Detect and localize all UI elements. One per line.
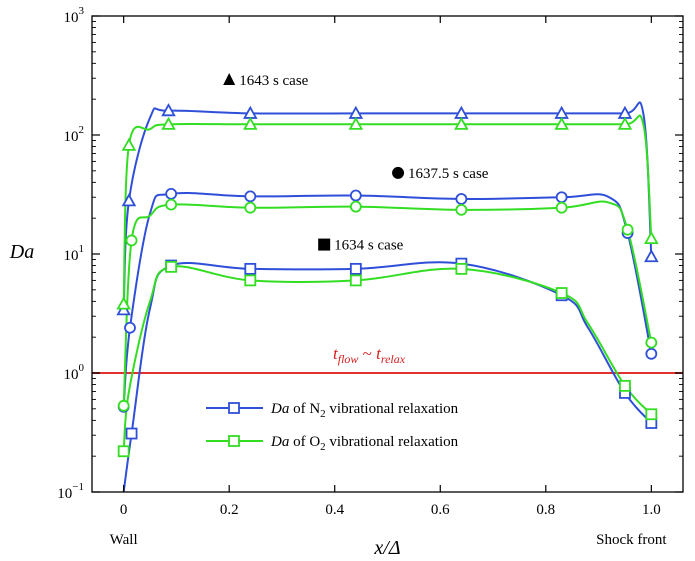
y-tick-base: 10 [64,129,79,145]
legend-marker [228,435,240,447]
ref-label-t1: t [333,344,339,363]
data-point-o2-1643 [554,116,569,130]
ref-label-sub1: flow [338,352,359,366]
legend-subscript: 2 [320,441,326,453]
legend-da: Da [270,401,289,417]
annotation-circle-icon [392,166,405,179]
y-tick-base: 10 [64,248,79,264]
x-tick-label: 0.2 [220,502,239,518]
legend-label: Da of O2 vibrational relaxation [270,434,459,453]
marker-layer [116,103,659,458]
data-point-n2-1637-5 [165,187,178,200]
data-point-o2-1643 [617,116,633,130]
data-point-o2-1637-5 [621,223,634,236]
data-point-o2-1643 [348,116,364,130]
y-tick-exponent: −1 [72,481,84,493]
legend-species: of N [289,401,320,417]
data-point-o2-1634 [165,260,178,273]
data-point-o2-1643 [116,296,131,310]
y-tick-label: 101 [64,243,85,264]
data-point-o2-1634 [244,274,257,287]
annotation-label: 1643 s case [239,73,308,89]
data-point-o2-1634 [619,379,631,392]
data-point-n2-1637-5 [244,190,257,203]
y-tick-exponent: 0 [79,362,85,374]
legend-rest: vibrational relaxation [326,434,459,450]
y-tick-exponent: 1 [79,243,85,255]
y-axis-label: Da [9,241,34,263]
data-point-o2-1637-5 [349,200,362,213]
data-point-n2-1637-5 [455,193,468,205]
data-point-o2-1634 [117,445,130,458]
data-point-o2-1637-5 [117,399,130,412]
x-end-label-wall: Wall [110,532,138,548]
x-tick-label: 0.6 [431,502,450,518]
data-point-o2-1643 [644,230,659,244]
data-point-n2-1637-5 [124,321,136,334]
legend-species: of O [289,434,320,450]
ref-label-sub2: relax [381,352,406,366]
y-tick-label: 103 [64,5,85,26]
x-tick-label: 0.4 [325,502,344,518]
data-point-n2-1643 [161,103,176,117]
data-point-n2-1643 [121,193,137,207]
x-tick-label: 0.8 [536,502,555,518]
plot-frame [91,15,684,493]
annotation-square-icon [318,238,331,251]
data-point-o2-1634 [455,262,468,275]
data-point-o2-1643 [243,116,258,130]
legend-rest: vibrational relaxation [326,401,459,417]
y-tick-label: 100 [64,362,85,383]
y-tick-exponent: 3 [79,5,85,17]
legend-da: Da [270,434,289,450]
ref-label-t2: t [376,344,382,363]
y-tick-base: 10 [64,10,79,26]
data-point-n2-1634 [125,427,138,440]
y-tick-label: 102 [64,124,85,145]
data-point-o2-1637-5 [165,198,178,211]
data-point-n2-1637-5 [349,189,362,202]
data-point-o2-1637-5 [244,201,257,214]
data-point-n2-1637-5 [645,347,658,360]
data-point-n2-1634 [244,262,257,275]
data-point-o2-1637-5 [555,201,568,214]
data-point-o2-1637-5 [125,234,138,247]
data-point-o2-1634 [645,408,658,421]
series-line-n2-1634 [122,261,653,492]
data-point-o2-1643 [121,137,137,151]
y-tick-exponent: 2 [79,124,85,136]
data-point-n2-1637-5 [555,191,568,204]
legend-marker [228,402,240,414]
ref-label-sim: ~ [358,344,376,363]
series-line-o2-1637-5 [122,200,653,406]
reference-line-label: tflow ~ trelax [333,344,406,366]
x-end-label-shock: Shock front [596,532,667,548]
legend-subscript: 2 [320,408,326,420]
data-point-o2-1634 [349,274,362,287]
series-line-n2-1637-5 [122,191,653,407]
reference-line-layer: tflow ~ trelax [92,344,683,374]
annotation-label: 1637.5 s case [408,166,489,182]
y-tick-base: 10 [64,367,79,383]
x-tick-label: 1.0 [642,502,661,518]
data-point-n2-1634 [349,262,362,275]
data-point-o2-1643 [454,116,469,130]
y-tick-base: 10 [57,486,72,502]
annotation-triangle-icon [223,72,236,85]
data-point-o2-1634 [555,287,568,299]
data-point-o2-1643 [161,116,176,130]
annotation-label: 1634 s case [334,238,403,254]
x-axis-label: x/Δ [373,537,400,559]
x-tick-label: 0 [120,502,128,518]
annotation-layer: 1643 s case 1637.5 s case 1634 s case [223,72,489,254]
legend-label: Da of N2 vibrational relaxation [270,401,459,420]
data-point-o2-1637-5 [455,203,468,216]
data-point-o2-1637-5 [645,336,658,349]
y-tick-label: 10−1 [57,481,84,502]
data-point-n2-1643 [644,249,659,263]
